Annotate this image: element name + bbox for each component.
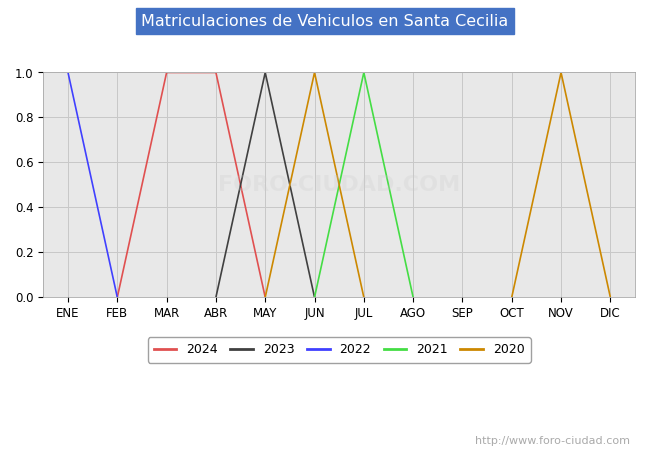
Legend: 2024, 2023, 2022, 2021, 2020: 2024, 2023, 2022, 2021, 2020 xyxy=(148,337,531,363)
Text: Matriculaciones de Vehiculos en Santa Cecilia: Matriculaciones de Vehiculos en Santa Ce… xyxy=(142,14,508,28)
Text: FORO-CIUDAD.COM: FORO-CIUDAD.COM xyxy=(218,175,460,195)
Text: http://www.foro-ciudad.com: http://www.foro-ciudad.com xyxy=(476,436,630,446)
